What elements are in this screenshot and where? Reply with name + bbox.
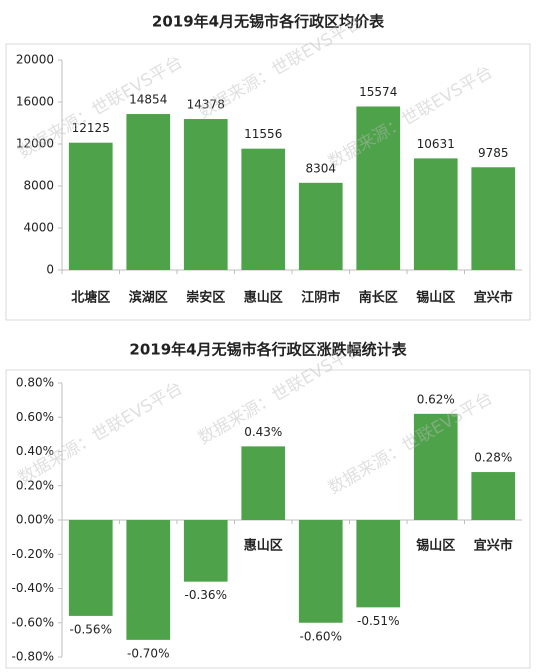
data-label: 0.28% [474,451,512,465]
y-tick-label: 0.00% [16,513,54,527]
data-label: 8304 [305,161,336,175]
bar [471,472,516,520]
x-tick-label: 崇安区 [186,290,225,306]
data-label: -0.51% [357,614,399,628]
x-tick-label: 锡山区 [416,538,455,554]
y-tick-label: -0.60% [12,615,54,629]
bar [356,520,401,608]
bar [413,158,458,270]
plot-frame [5,43,531,321]
data-label: -0.56% [70,622,112,636]
data-label: 15574 [359,85,397,99]
bar [298,182,343,270]
y-tick-label: 0.60% [16,410,54,424]
watermark: 数据来源：世联EVS平台 [15,378,186,488]
x-tick-label: 锡山区 [416,290,455,306]
x-tick-label: 惠山区 [244,538,283,554]
data-label: 0.62% [417,392,455,406]
bar [126,520,171,640]
y-tick-label: 20000 [16,53,54,67]
data-label: 11556 [244,127,282,141]
x-tick-label: 南长区 [359,290,398,306]
data-label: 10631 [417,137,455,151]
data-label: -0.36% [185,588,227,602]
bar [126,114,171,271]
y-tick-label: -0.80% [12,650,54,664]
y-tick-label: -0.40% [12,581,54,595]
data-label: 12125 [72,121,110,135]
watermark: 数据来源：世联EVS平台 [325,388,496,498]
y-tick-label: -0.20% [12,547,54,561]
data-label: -0.70% [127,646,169,660]
y-tick-label: 8000 [23,179,54,193]
bar [298,520,343,623]
x-tick-label: 惠山区 [244,290,283,306]
data-label: 0.43% [244,425,282,439]
y-tick-label: 4000 [23,221,54,235]
y-tick-label: 0.20% [16,478,54,492]
data-label: 14854 [129,93,167,107]
bar [241,446,286,520]
x-tick-label: 江阴市 [301,290,340,306]
bar [241,148,286,270]
bar [413,413,458,520]
y-tick-label: 0.40% [16,444,54,458]
x-tick-label: 宜兴市 [474,538,513,554]
y-tick-label: 0.80% [16,376,54,390]
bar [471,167,516,270]
y-tick-label: 16000 [16,95,54,109]
x-tick-label: 滨湖区 [129,290,168,306]
y-tick-label: 0 [46,263,54,277]
data-label: 14378 [187,98,225,112]
data-label: 9785 [478,146,509,160]
bar [68,142,113,270]
y-tick-label: 12000 [16,137,54,151]
watermark: 数据来源：世联EVS平台 [325,62,496,172]
bar [68,520,113,616]
chart-title: 2019年4月无锡市各行政区均价表 [152,13,385,31]
bar [356,106,401,271]
bar [183,119,228,270]
data-label: -0.60% [300,629,342,643]
x-tick-label: 北塘区 [71,290,110,306]
x-tick-label: 宜兴市 [474,290,513,306]
plot-frame [5,369,531,669]
bar [183,520,228,582]
chart-title: 2019年4月无锡市各行政区涨跌幅统计表 [129,341,407,359]
